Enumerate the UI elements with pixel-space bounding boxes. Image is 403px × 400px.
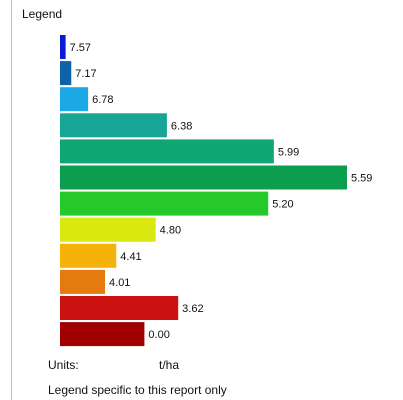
legend-bar-chart: 7.57 7.17 6.78 6.38 5.99 5.59 5.20 4.80 4.41 4.01… [60, 35, 372, 347]
bar-label-7.17: 7.17 [75, 68, 96, 80]
bar-label-3.62: 3.62 [182, 303, 203, 315]
bar-5.99 [60, 139, 274, 164]
bar-4.01 [60, 269, 106, 294]
bar-0.00 [60, 322, 145, 347]
bar-label-4.41: 4.41 [120, 251, 141, 263]
bar-7.57 [60, 35, 66, 59]
bar-5.20 [60, 191, 269, 216]
bar-4.80 [60, 217, 156, 242]
bar-5.59 [60, 165, 347, 190]
bar-label-4.01: 4.01 [109, 277, 130, 289]
bar-7.17 [60, 61, 72, 86]
legend-footnote: Legend specific to this report only [48, 383, 227, 397]
units-label: Units: [48, 358, 79, 372]
bar-6.38 [60, 113, 167, 138]
bar-label-0.00: 0.00 [148, 329, 169, 341]
bar-label-6.38: 6.38 [171, 120, 192, 132]
bar-label-7.57: 7.57 [70, 42, 91, 54]
units-value: t/ha [159, 358, 180, 372]
bar-3.62 [60, 296, 179, 320]
legend-title: Legend [22, 7, 63, 21]
bar-label-4.80: 4.80 [160, 225, 181, 237]
bar-label-6.78: 6.78 [92, 94, 113, 106]
bar-4.41 [60, 243, 117, 268]
bar-label-5.20: 5.20 [272, 199, 293, 211]
bar-label-5.59: 5.59 [351, 173, 372, 185]
legend-panel: Legend 7.57 7.17 6.78 6.38 5.99 5.59 5.20 4.80 4… [11, 0, 403, 400]
bar-6.78 [60, 87, 89, 112]
bar-label-5.99: 5.99 [278, 146, 299, 158]
